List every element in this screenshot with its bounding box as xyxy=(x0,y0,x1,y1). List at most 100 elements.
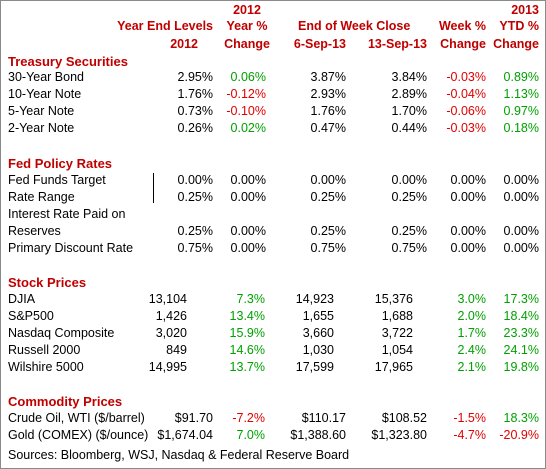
value-week-13-sep: 1,688 xyxy=(381,309,413,323)
value-week-6-sep: 3.87% xyxy=(310,70,346,84)
value-week-6-sep: 2.93% xyxy=(310,87,346,101)
value-week-13-sep: 0.25% xyxy=(391,224,427,238)
value-year-change: 0.00% xyxy=(230,190,266,204)
header-change-year: Change xyxy=(224,37,270,51)
header-week-pct: Week % xyxy=(438,19,486,33)
value-year-change: 7.0% xyxy=(236,428,266,442)
row-label: Gold (COMEX) ($/ounce) xyxy=(8,428,149,442)
value-ytd-change: 17.3% xyxy=(503,292,539,306)
section-title-commodity-prices: Commodity Prices xyxy=(8,394,123,409)
value-ytd-change: 23.3% xyxy=(503,326,539,340)
value-week-6-sep: 0.25% xyxy=(310,190,346,204)
value-ye-2012: 849 xyxy=(166,343,187,357)
value-year-change: 0.00% xyxy=(230,173,266,187)
value-year-change: 15.9% xyxy=(229,326,265,340)
section-title-stock-prices: Stock Prices xyxy=(8,275,87,290)
value-week-13-sep: 0.75% xyxy=(391,241,427,255)
value-week-13-sep: 1,054 xyxy=(381,343,413,357)
header-ytd-pct: YTD % xyxy=(499,19,539,33)
value-week-6-sep: 1,655 xyxy=(302,309,334,323)
value-week-13-sep: 2.89% xyxy=(391,87,427,101)
value-week-13-sep: 17,965 xyxy=(374,360,413,374)
value-week-6-sep: 0.75% xyxy=(310,241,346,255)
header-date-13-sep: 13-Sep-13 xyxy=(367,37,427,51)
value-week-6-sep: 0.00% xyxy=(310,173,346,187)
value-week-6-sep: 17,599 xyxy=(295,360,334,374)
value-year-change: -0.10% xyxy=(226,104,266,118)
value-week-13-sep: $108.52 xyxy=(381,411,427,425)
value-week-13-sep: 1.70% xyxy=(391,104,427,118)
value-week-13-sep: 15,376 xyxy=(374,292,413,306)
value-week-6-sep: 0.47% xyxy=(310,121,346,135)
value-year-change: 14.6% xyxy=(229,343,265,357)
value-week-change: 0.00% xyxy=(450,224,486,238)
header-col-2012-top: 2012 xyxy=(233,3,261,17)
value-week-change: 2.1% xyxy=(457,360,487,374)
header-end-of-week-close: End of Week Close xyxy=(298,19,411,33)
divider-line xyxy=(153,173,154,203)
row-label: Fed Funds Target xyxy=(8,173,106,187)
header-year-2012: 2012 xyxy=(170,37,198,51)
value-ye-2012: 13,104 xyxy=(148,292,187,306)
value-year-change: -7.2% xyxy=(232,411,265,425)
header-year-pct: Year % xyxy=(226,19,268,33)
value-ye-2012: 3,020 xyxy=(155,326,187,340)
row-label: 30-Year Bond xyxy=(8,70,84,84)
value-ytd-change: 19.8% xyxy=(503,360,539,374)
value-ye-2012: 0.75% xyxy=(177,241,213,255)
value-week-change: 0.00% xyxy=(450,173,486,187)
row-label: Crude Oil, WTI ($/barrel) xyxy=(8,411,145,425)
row-label: Primary Discount Rate xyxy=(8,241,134,255)
value-ytd-change: 24.1% xyxy=(503,343,539,357)
row-label: 2-Year Note xyxy=(8,121,75,135)
value-ytd-change: -20.9% xyxy=(499,428,539,442)
value-week-change: -0.06% xyxy=(446,104,486,118)
value-week-6-sep: $110.17 xyxy=(301,411,346,425)
value-week-change: 0.00% xyxy=(450,241,486,255)
value-week-6-sep: 3,660 xyxy=(302,326,334,340)
value-ye-2012: 1,426 xyxy=(155,309,187,323)
row-label: Interest Rate Paid on xyxy=(8,207,126,221)
value-week-change: -0.03% xyxy=(446,70,486,84)
value-week-6-sep: $1,388.60 xyxy=(290,428,346,442)
row-label: S&P500 xyxy=(8,309,54,323)
value-ytd-change: 0.00% xyxy=(503,173,539,187)
value-week-change: -0.03% xyxy=(446,121,486,135)
value-year-change: -0.12% xyxy=(226,87,266,101)
value-year-change: 0.00% xyxy=(230,241,266,255)
row-label: Wilshire 5000 xyxy=(8,360,84,374)
value-ytd-change: 0.00% xyxy=(503,224,539,238)
value-week-change: 3.0% xyxy=(457,292,487,306)
row-label: Russell 2000 xyxy=(8,343,81,357)
value-week-change: -1.5% xyxy=(453,411,486,425)
value-ytd-change: 0.97% xyxy=(503,104,539,118)
value-ytd-change: 0.18% xyxy=(503,121,539,135)
value-ye-2012: 1.76% xyxy=(177,87,213,101)
row-label: Nasdaq Composite xyxy=(8,326,115,340)
value-week-change: -0.04% xyxy=(446,87,486,101)
value-ytd-change: 0.00% xyxy=(503,241,539,255)
value-year-change: 0.02% xyxy=(230,121,266,135)
value-ye-2012: 2.95% xyxy=(177,70,213,84)
value-week-change: 0.00% xyxy=(450,190,486,204)
value-ye-2012: 0.73% xyxy=(177,104,213,118)
value-week-13-sep: 0.00% xyxy=(391,173,427,187)
value-ye-2012: 14,995 xyxy=(148,360,187,374)
header-col-2013-top: 2013 xyxy=(511,3,539,17)
value-week-13-sep: 3,722 xyxy=(381,326,413,340)
value-ytd-change: 1.13% xyxy=(503,87,539,101)
value-ye-2012: 0.25% xyxy=(177,224,213,238)
value-year-change: 0.06% xyxy=(230,70,266,84)
value-year-change: 7.3% xyxy=(236,292,266,306)
header-year-end-levels: Year End Levels xyxy=(117,19,213,33)
value-ye-2012: 0.26% xyxy=(177,121,213,135)
value-week-change: -4.7% xyxy=(453,428,486,442)
value-week-13-sep: 0.44% xyxy=(391,121,427,135)
value-week-13-sep: 3.84% xyxy=(391,70,427,84)
sources-note: Sources: Bloomberg, WSJ, Nasdaq & Federa… xyxy=(8,448,350,462)
value-week-6-sep: 14,923 xyxy=(295,292,334,306)
value-year-change: 0.00% xyxy=(230,224,266,238)
value-ye-2012: $91.70 xyxy=(174,411,213,425)
value-week-6-sep: 0.25% xyxy=(310,224,346,238)
value-week-13-sep: $1,323.80 xyxy=(371,428,427,442)
